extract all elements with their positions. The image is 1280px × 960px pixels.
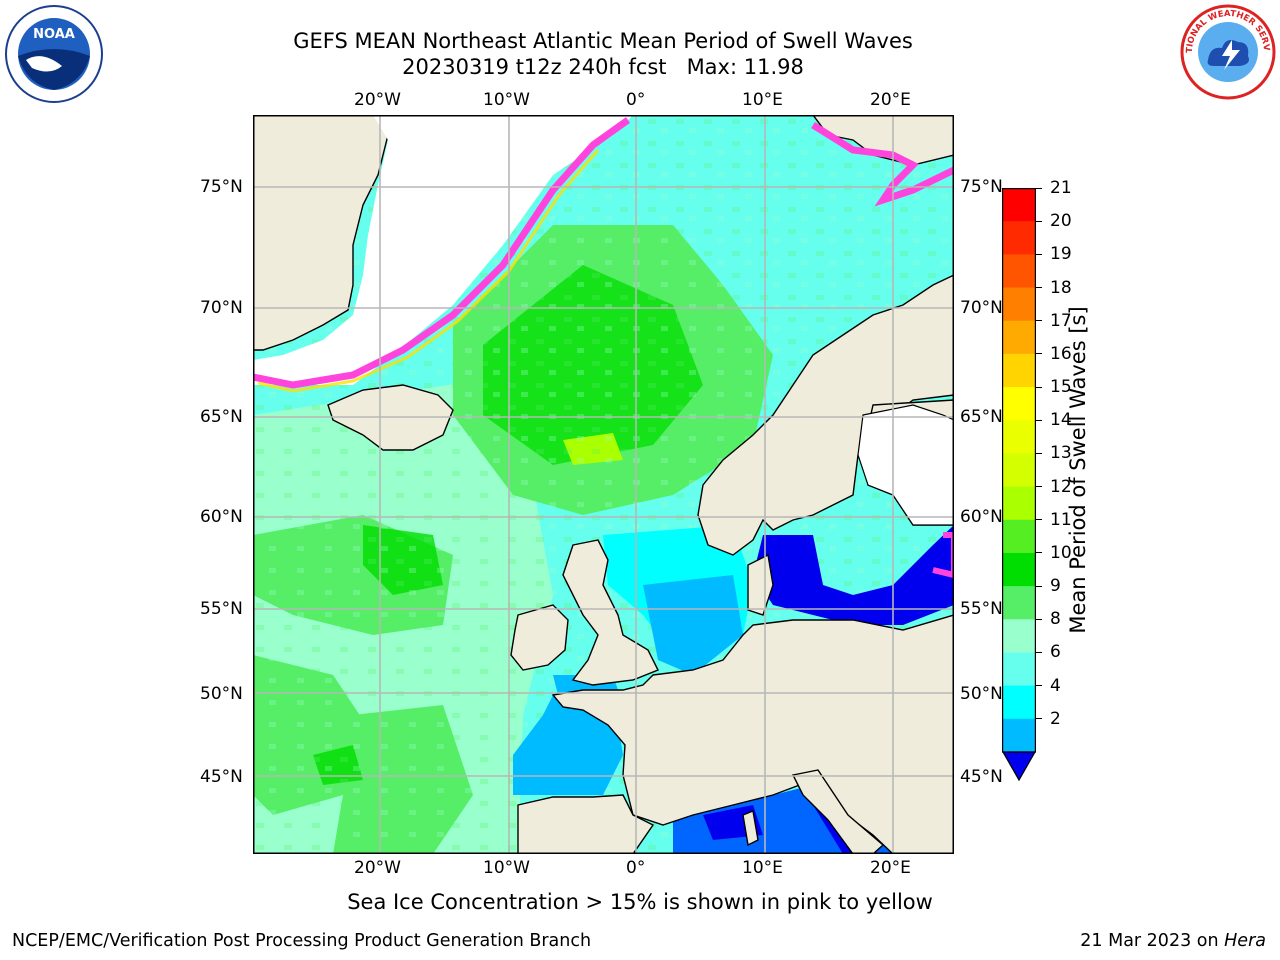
colorbar-tick-label: 4 xyxy=(1036,676,1061,696)
footer-left: NCEP/EMC/Verification Post Processing Pr… xyxy=(12,931,592,951)
lon-label-top-0: 0° xyxy=(626,90,646,110)
colorbar-segment xyxy=(1002,188,1036,222)
colorbar-tick-label: 16 xyxy=(1036,344,1072,364)
lat-label-left-65n: 65°N xyxy=(200,407,243,427)
land-masses xyxy=(253,115,954,854)
sea-ice-note: Sea Ice Concentration > 15% is shown in … xyxy=(347,890,933,914)
colorbar-label: Mean Period of Swell Waves [s] xyxy=(1066,306,1090,634)
colorbar-segment xyxy=(1002,320,1036,355)
colorbar-frame xyxy=(1002,188,1036,753)
noaa-logo-text: NOAA xyxy=(33,27,75,42)
lon-label-bottom-0: 0° xyxy=(626,858,646,878)
land-italy xyxy=(791,769,885,854)
colorbar-tick-label: 19 xyxy=(1036,244,1072,264)
colorbar-segment xyxy=(1002,552,1036,587)
colorbar-tick-label: 13 xyxy=(1036,443,1072,463)
colorbar-segment xyxy=(1002,586,1036,620)
lon-label-top-20w: 20°W xyxy=(354,90,401,110)
lon-label-bottom-20w: 20°W xyxy=(354,858,401,878)
lon-label-bottom-20e: 20°E xyxy=(870,858,911,878)
colorbar-segment xyxy=(1002,254,1036,289)
colorbar-segment xyxy=(1002,652,1036,687)
colorbar-segment xyxy=(1002,221,1036,255)
colorbar-tick-label: 18 xyxy=(1036,278,1072,298)
sea-ice-edge-svalbard xyxy=(811,122,954,207)
ocean-zone-north-sea-6s xyxy=(643,575,743,675)
lat-label-left-55n: 55°N xyxy=(200,599,243,619)
colorbar-segment xyxy=(1002,519,1036,554)
colorbar-tick-label: 20 xyxy=(1036,211,1072,231)
chart-title-line1: GEFS MEAN Northeast Atlantic Mean Period… xyxy=(293,29,913,53)
lat-label-right-75n: 75°N xyxy=(960,177,1003,197)
ocean-zone-baltic xyxy=(753,525,954,625)
colorbar-tick-label: 14 xyxy=(1036,410,1072,430)
lon-label-top-10e: 10°E xyxy=(742,90,783,110)
lat-label-right-65n: 65°N xyxy=(960,407,1003,427)
colorbar-segment xyxy=(1002,486,1036,521)
map-panel xyxy=(253,115,954,854)
colorbar-segment xyxy=(1002,685,1036,720)
colorbar-tick-label: 6 xyxy=(1036,642,1061,662)
lon-label-top-10w: 10°W xyxy=(483,90,530,110)
lat-label-left-50n: 50°N xyxy=(200,684,243,704)
ocean-zone-biscay xyxy=(513,695,623,795)
footer-right: 21 Mar 2023 on Hera xyxy=(1080,931,1266,951)
colorbar-segment xyxy=(1002,453,1036,488)
land-corsica xyxy=(742,810,759,847)
colorbar-extend-arrow xyxy=(1002,751,1036,782)
sea-ice-edge-west xyxy=(253,117,631,389)
lat-label-left-75n: 75°N xyxy=(200,177,243,197)
lat-label-right-45n: 45°N xyxy=(960,767,1003,787)
colorbar-segment xyxy=(1002,353,1036,388)
colorbar-tick-label: 2 xyxy=(1036,709,1061,729)
colorbar-tick-label: 8 xyxy=(1036,609,1061,629)
noaa-logo: NOAA xyxy=(5,5,103,103)
colorbar xyxy=(1002,188,1036,782)
lat-label-left-70n: 70°N xyxy=(200,298,243,318)
land-ireland xyxy=(510,604,569,671)
colorbar-tick-label: 21 xyxy=(1036,178,1072,198)
lat-label-right-50n: 50°N xyxy=(960,684,1003,704)
footer-date: 21 Mar 2023 on xyxy=(1080,931,1225,951)
lat-label-right-55n: 55°N xyxy=(960,599,1003,619)
colorbar-segment xyxy=(1002,718,1036,753)
lat-label-left-60n: 60°N xyxy=(200,507,243,527)
nws-logo: NATIONAL WEATHER SERVICE xyxy=(1178,4,1276,100)
footer-host: Hera xyxy=(1224,931,1266,951)
colorbar-tick-label: 10 xyxy=(1036,543,1072,563)
graticule xyxy=(253,115,954,854)
colorbar-segment xyxy=(1002,619,1036,654)
colorbar-segment xyxy=(1002,387,1036,421)
lat-label-right-60n: 60°N xyxy=(960,507,1003,527)
colorbar-tick-label: 17 xyxy=(1036,311,1072,331)
lon-label-top-20e: 20°E xyxy=(870,90,911,110)
colorbar-tick-label: 15 xyxy=(1036,377,1072,397)
lat-label-right-70n: 70°N xyxy=(960,298,1003,318)
ice-edge-no-data xyxy=(253,115,633,385)
colorbar-tick-label: 9 xyxy=(1036,576,1061,596)
chart-title-line2: 20230319 t12z 240h fcst Max: 11.98 xyxy=(402,55,804,79)
map-frame xyxy=(253,115,954,854)
colorbar-tick-label: 12 xyxy=(1036,477,1072,497)
lon-label-bottom-10e: 10°E xyxy=(742,858,783,878)
gulf-of-bothnia-no-data xyxy=(857,404,954,526)
colorbar-segment xyxy=(1002,420,1036,455)
land-iberia xyxy=(517,794,655,854)
land-continental-europe xyxy=(551,614,954,854)
colorbar-ticks: 21 20 19 18 17 16 15 14 13 12 11 10 9 8 6 4 2 xyxy=(1036,178,1086,758)
colorbar-tick-label: 11 xyxy=(1036,510,1072,530)
lat-label-left-45n: 45°N xyxy=(200,767,243,787)
lon-label-bottom-10w: 10°W xyxy=(483,858,530,878)
colorbar-segment xyxy=(1002,287,1036,322)
sea-ice-edge-baltic xyxy=(932,532,954,579)
